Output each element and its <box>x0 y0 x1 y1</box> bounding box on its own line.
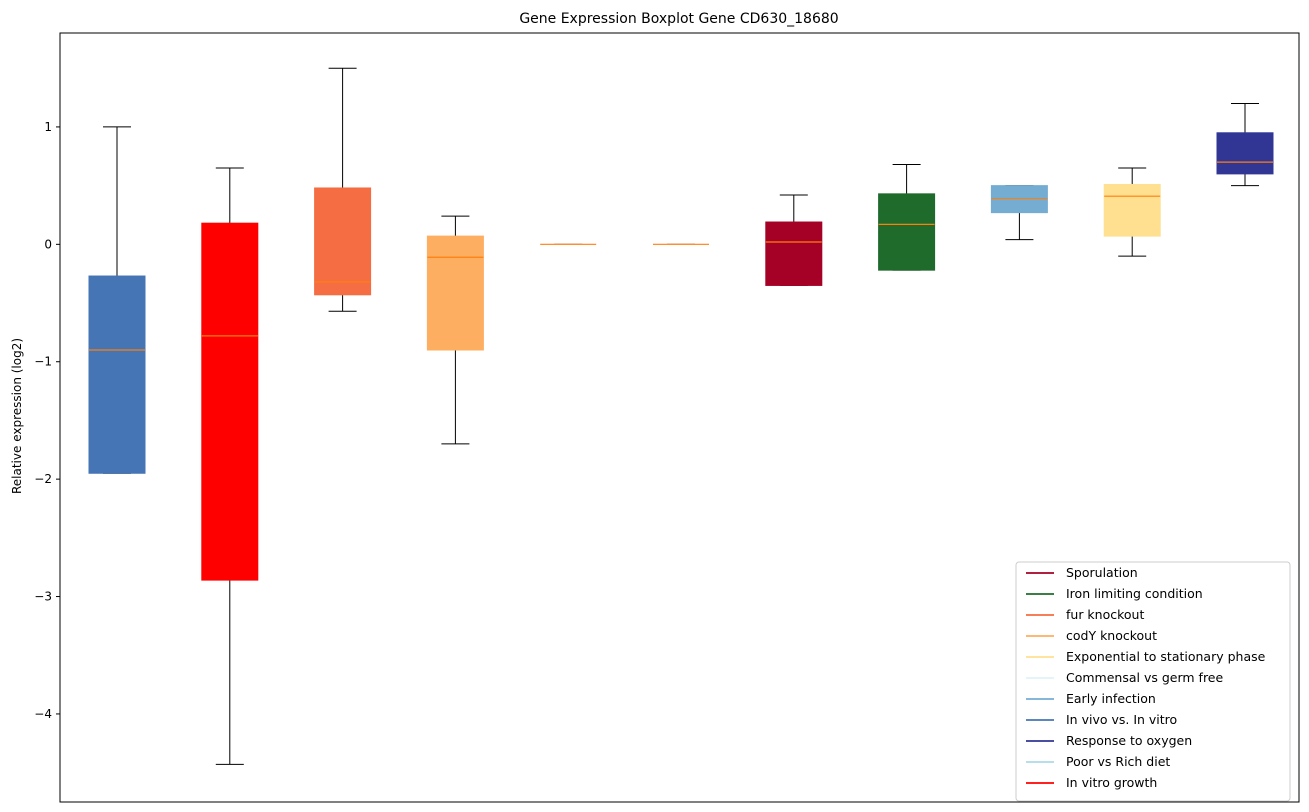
box <box>765 221 823 286</box>
legend-label: Early infection <box>1066 691 1156 706</box>
y-tick-label: −3 <box>34 590 52 604</box>
legend-label: Response to oxygen <box>1066 733 1192 748</box>
box-group <box>88 126 146 474</box>
legend-label: Poor vs Rich diet <box>1066 754 1170 769</box>
y-tick-label: −4 <box>34 707 52 721</box>
legend-entry: Exponential to stationary phase <box>1026 649 1266 664</box>
legend-entry: Sporulation <box>1026 565 1138 580</box>
y-axis-label: Relative expression (log2) <box>10 338 24 494</box>
box-group <box>1216 102 1274 187</box>
y-tick-label: 0 <box>44 237 52 251</box>
box <box>878 193 936 271</box>
legend-entry: codY knockout <box>1026 628 1157 643</box>
legend-entry: Iron limiting condition <box>1026 586 1203 601</box>
y-tick-label: 1 <box>44 120 52 134</box>
box-group <box>426 215 484 445</box>
box <box>426 235 484 351</box>
legend-label: In vivo vs. In vitro <box>1066 712 1177 727</box>
box <box>88 275 146 474</box>
plot-frame <box>59 32 1300 803</box>
legend: Sporulation Iron limiting condition fur kn… <box>1015 561 1291 802</box>
box-group <box>990 185 1048 241</box>
legend-label: Commensal vs germ free <box>1066 670 1223 685</box>
legend-entry: Response to oxygen <box>1026 733 1192 748</box>
legend-entry: fur knockout <box>1026 607 1144 622</box>
box-group <box>201 167 259 765</box>
y-tick-label: −1 <box>34 355 52 369</box>
legend-entry: In vitro growth <box>1026 775 1157 790</box>
legend-label: fur knockout <box>1066 607 1144 622</box>
legend-label: Exponential to stationary phase <box>1066 649 1266 664</box>
legend-entry: Early infection <box>1026 691 1156 706</box>
box-group <box>1103 167 1161 257</box>
legend-box <box>1015 561 1291 802</box>
chart-title: Gene Expression Boxplot Gene CD630_18680 <box>519 11 838 27</box>
box-group <box>878 163 936 271</box>
box <box>314 187 372 296</box>
legend-label: Iron limiting condition <box>1066 586 1203 601</box>
box <box>1216 132 1274 175</box>
legend-entry: Commensal vs germ free <box>1026 670 1223 685</box>
boxes-layer <box>88 67 1274 765</box>
legend-label: codY knockout <box>1066 628 1157 643</box>
legend-label: Sporulation <box>1066 565 1138 580</box>
box-group <box>765 194 823 286</box>
y-axis: 1 0 −1 −2 −3 −4 <box>34 120 60 721</box>
y-tick-label: −2 <box>34 472 52 486</box>
legend-entry: In vivo vs. In vitro <box>1026 712 1177 727</box>
box <box>1103 183 1161 237</box>
box-group <box>314 67 372 312</box>
legend-entry: Poor vs Rich diet <box>1026 754 1170 769</box>
box-group <box>539 243 597 246</box>
box <box>201 222 259 581</box>
legend-label: In vitro growth <box>1066 775 1157 790</box>
box-group <box>652 243 710 246</box>
